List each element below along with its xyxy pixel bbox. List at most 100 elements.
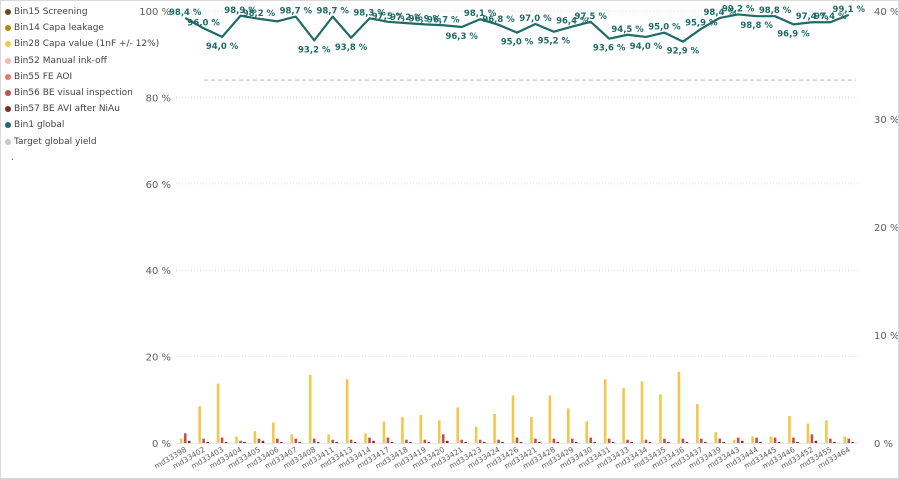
bar [202,438,205,443]
bar [663,438,666,443]
bar [700,438,703,443]
bar [445,440,449,443]
y-left-tick-label: 20 % [146,353,171,364]
legend-item[interactable]: Bin55 FE AOI [5,69,155,85]
bar [847,438,851,443]
bar [773,437,777,443]
data-label: 97,4 % [814,12,847,22]
bar [353,441,357,443]
data-label: 99,1 % [833,5,866,15]
bar [187,440,191,443]
legend-swatch [5,106,11,113]
data-label: 93,8 % [335,43,368,53]
bar [220,437,224,443]
bar [829,438,832,443]
legend-item[interactable]: Bin52 Manual ink-off [5,53,155,69]
data-label: 95,0 % [501,38,534,48]
y-right-tick-label: 10 % [874,331,898,342]
y-right-tick-label: 40 % [874,7,898,18]
bar [630,441,633,443]
legend-item[interactable]: Bin56 BE visual inspection [5,85,155,101]
bar [401,417,404,443]
legend-extra-mark: . [11,152,14,163]
data-label: 96,9 % [409,14,442,24]
y-left-tick-label: 0 % [152,439,171,450]
bar [626,439,629,443]
legend-item[interactable]: Bin1 global [5,117,155,133]
y-right-tick-label: 20 % [874,223,898,234]
bar [423,439,427,443]
bar [722,441,726,443]
bar [740,440,744,443]
data-label: 93,2 % [298,45,331,55]
bar [777,441,781,443]
bar [382,421,386,443]
bar [788,416,791,443]
bar [534,438,537,443]
bar [603,379,607,443]
bar [648,441,652,443]
data-label: 98,8 % [759,6,792,16]
bar [538,441,541,443]
data-label: 94,0 % [630,42,663,52]
data-label: 98,4 % [169,8,202,18]
y-left-tick-label: 100 % [139,7,171,18]
bar [441,434,445,443]
bar [769,436,773,443]
data-label: 94,0 % [206,42,239,52]
legend-item[interactable]: Bin14 Capa leakage [5,20,155,36]
bar [515,437,519,443]
bar [312,438,316,443]
bar [327,434,330,443]
data-label: 93,6 % [593,44,626,54]
bar [243,441,246,443]
bar [482,441,486,443]
legend-item[interactable]: Bin28 Capa value (1nF +/- 12%) [5,36,159,52]
legend-label: Bin52 Manual ink-off [14,55,107,66]
bar [349,439,353,443]
bar [372,440,375,443]
legend-item[interactable]: Bin15 Screening [5,4,155,20]
bar [806,423,810,443]
bar [593,441,597,443]
bar [497,439,500,443]
bar [478,439,482,443]
data-label: 98,2 % [243,9,276,19]
data-label: 96,8 % [482,15,515,25]
legend-item[interactable]: Bin57 BE AVI after NiAu [5,101,155,117]
bar [659,394,662,443]
bar [206,441,209,443]
bar [257,438,261,443]
bar [556,441,560,443]
bar [294,438,298,443]
bar [736,437,740,443]
bar [427,441,431,443]
bar [611,441,615,443]
bar [640,381,644,443]
bar [552,438,556,443]
bar [751,436,754,443]
bar [216,383,220,443]
bar [464,441,468,443]
bar [179,438,183,443]
bar [685,441,689,443]
bar [253,431,257,443]
legend-label: Bin56 BE visual inspection [14,88,133,99]
legend-item[interactable]: Target global yield [5,134,155,150]
bar [298,441,302,443]
bar [493,413,496,443]
data-label: 96,7 % [427,15,460,25]
data-label: 97,4 % [796,12,829,22]
y-left-tick-label: 60 % [146,180,171,191]
bar [224,441,228,443]
legend-swatch [5,138,11,145]
legend-swatch [5,122,11,129]
bar [574,441,578,443]
y-left-tick-label: 40 % [146,266,171,277]
bar [511,395,515,443]
legend-swatch [5,90,11,97]
bar [833,441,836,443]
bar [501,441,504,443]
